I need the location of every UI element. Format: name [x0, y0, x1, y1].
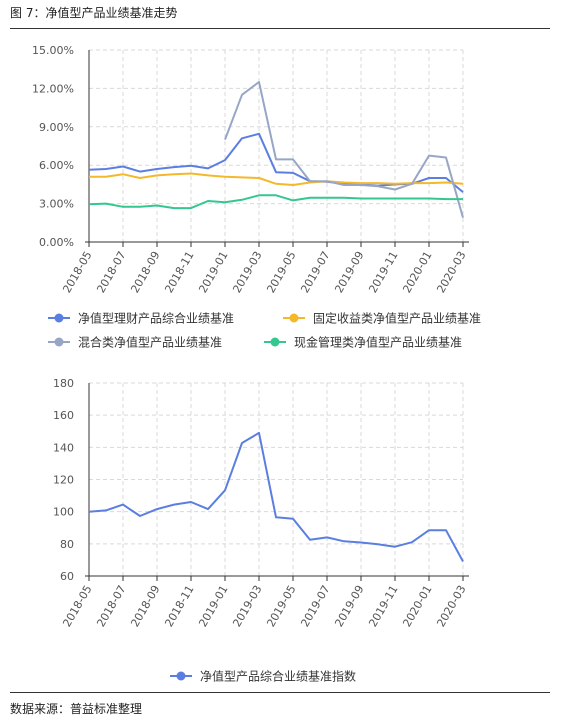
- legend-marker: [176, 671, 186, 681]
- legend-entry-1[interactable]: 净值型产品综合业绩基准指数: [170, 669, 356, 684]
- y-tick-label: 15.00%: [32, 44, 74, 57]
- legend-marker: [289, 313, 299, 323]
- x-tick-label: 2019-05: [264, 583, 298, 629]
- x-tick-label: 2019-07: [298, 583, 332, 629]
- y-tick-label: 160: [53, 409, 74, 422]
- bottom-rule: [10, 692, 550, 693]
- x-tick-label: 2018-11: [162, 249, 196, 295]
- legend-label: 净值型理财产品综合业绩基准: [78, 311, 234, 326]
- legend-entry-4[interactable]: 现金管理类净值型产品业绩基准: [264, 335, 462, 350]
- y-tick-label: 3.00%: [39, 198, 74, 211]
- x-tick-label: 2019-11: [366, 583, 400, 629]
- y-tick-label: 6.00%: [39, 159, 74, 172]
- y-tick-label: 120: [53, 474, 74, 487]
- legend-marker: [54, 337, 64, 347]
- x-tick-label: 2019-11: [366, 249, 400, 295]
- series-line-2: [89, 172, 464, 186]
- x-tick-label: 2019-03: [230, 583, 264, 629]
- legend-label: 现金管理类净值型产品业绩基准: [294, 335, 462, 350]
- y-tick-label: 60: [60, 570, 74, 583]
- x-tick-label: 2020-01: [400, 249, 434, 295]
- y-tick-label: 180: [53, 377, 74, 390]
- legend-label: 混合类净值型产品业绩基准: [78, 335, 222, 350]
- x-tick-label: 2018-05: [60, 583, 94, 629]
- x-tick-label: 2019-07: [298, 249, 332, 295]
- x-tick-label: 2018-11: [162, 583, 196, 629]
- x-tick-label: 2019-09: [332, 583, 366, 629]
- x-tick-label: 2019-05: [264, 249, 298, 295]
- legend-marker: [54, 313, 64, 323]
- legend-entry-1[interactable]: 净值型理财产品综合业绩基准: [48, 311, 234, 326]
- legend-entry-2[interactable]: 固定收益类净值型产品业绩基准: [283, 311, 481, 326]
- legend-label: 净值型产品综合业绩基准指数: [200, 669, 356, 684]
- x-tick-label: 2019-09: [332, 249, 366, 295]
- legend-marker: [270, 337, 280, 347]
- figure-title: 图 7：净值型产品业绩基准走势: [10, 6, 178, 20]
- y-tick-label: 0.00%: [39, 236, 74, 249]
- chart-1: 0.00%3.00%6.00%9.00%12.00%15.00%2018-05 2…: [32, 44, 481, 350]
- legend-entry-3[interactable]: 混合类净值型产品业绩基准: [48, 335, 222, 350]
- y-tick-label: 9.00%: [39, 121, 74, 134]
- x-tick-label: 2018-05: [60, 249, 94, 295]
- legend-label: 固定收益类净值型产品业绩基准: [313, 311, 481, 326]
- x-tick-label: 2018-07: [94, 583, 128, 629]
- top-rule: [10, 28, 550, 29]
- x-tick-label: 2019-01: [196, 583, 230, 629]
- x-tick-label: 2019-03: [230, 249, 264, 295]
- x-tick-label: 2020-03: [434, 583, 468, 629]
- x-tick-label: 2020-03: [434, 249, 468, 295]
- y-tick-label: 12.00%: [32, 82, 74, 95]
- series-line-3: [224, 81, 464, 218]
- series-line-1: [88, 431, 464, 562]
- y-tick-label: 140: [53, 441, 74, 454]
- y-tick-label: 80: [60, 538, 74, 551]
- x-tick-label: 2019-01: [196, 249, 230, 295]
- y-tick-label: 100: [53, 506, 74, 519]
- x-tick-label: 2018-07: [94, 249, 128, 295]
- chart-2: 60 80 100 120 140 160 180 2018-05 2018-07 2018-09…: [53, 377, 469, 684]
- x-tick-label: 2018-09: [128, 583, 162, 629]
- x-tick-label: 2020-01: [400, 583, 434, 629]
- data-source-note: 数据来源：普益标准整理: [10, 702, 143, 716]
- series-line-4: [88, 194, 463, 210]
- x-tick-label: 2018-09: [128, 249, 162, 295]
